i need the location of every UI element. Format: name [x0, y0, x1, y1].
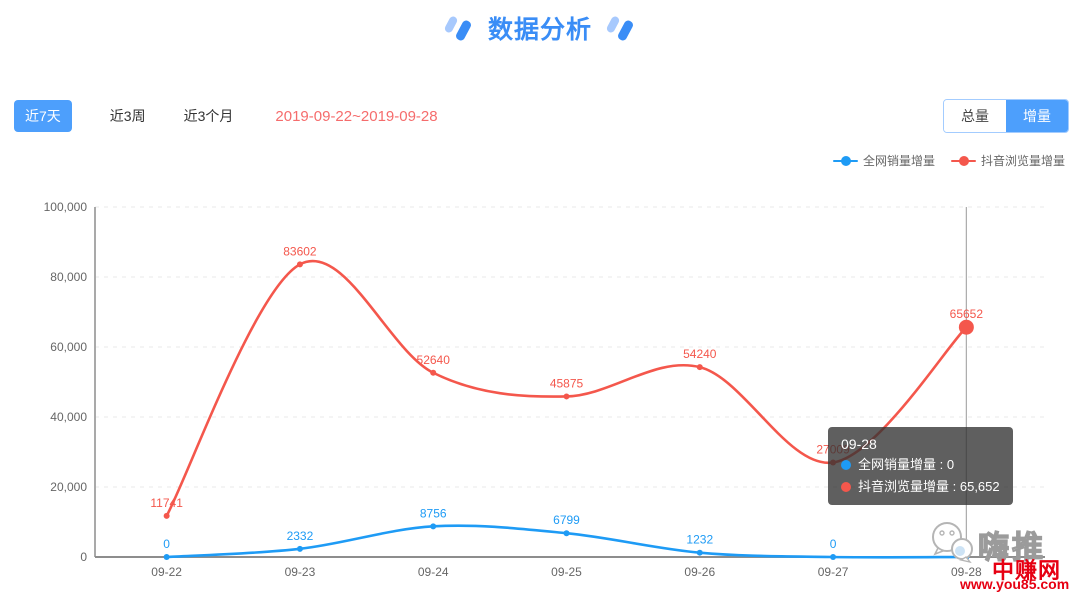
x-axis-tick-label: 09-24: [418, 565, 449, 579]
x-axis-tick-label: 09-25: [551, 565, 582, 579]
data-point-label: 27009: [816, 442, 850, 456]
x-axis-tick-label: 09-28: [951, 565, 982, 579]
data-point: [163, 554, 170, 560]
data-point: [830, 459, 837, 466]
page-title: 数据分析: [487, 16, 592, 44]
data-point: [296, 545, 303, 552]
data-point-label: 1232: [686, 533, 713, 547]
y-axis-tick-label: 60,000: [50, 340, 87, 354]
data-point: [430, 369, 437, 376]
data-point-label: 65652: [950, 307, 984, 321]
data-point-label: 0: [830, 537, 837, 551]
watermark-name: 嗨推: [977, 529, 1046, 565]
legend-label: 抖音浏览量增量: [980, 154, 1065, 168]
hovered-data-point: [958, 319, 974, 335]
toggle-increment-button[interactable]: 增量: [1006, 100, 1068, 132]
data-point-label: 54240: [683, 347, 717, 361]
y-axis-tick-label: 80,000: [50, 270, 87, 284]
data-point-label: 2332: [287, 529, 314, 543]
tab-last-3-weeks[interactable]: 近3周: [109, 108, 146, 124]
watermark: 嗨推 中赚网 www.you85.com: [926, 518, 1078, 592]
legend-label: 全网销量增量: [862, 154, 935, 168]
watermark-site: 中赚网: [992, 558, 1062, 583]
mode-toggle: 总量 增量: [943, 99, 1069, 133]
data-point-label: 8756: [420, 506, 447, 520]
data-point-label: 83602: [283, 244, 317, 258]
controls-bar: 近7天 近3周 近3个月 2019-09-22~2019-09-28 总量 增量: [14, 99, 1069, 133]
data-point: [296, 261, 303, 268]
x-axis-tick-label: 09-22: [151, 565, 182, 579]
data-point-label: 45875: [550, 376, 584, 390]
watermark-url: www.you85.com: [960, 576, 1070, 592]
toggle-total-button[interactable]: 总量: [944, 100, 1006, 132]
data-point: [163, 512, 170, 519]
data-point: [563, 530, 570, 537]
legend-marker-red-icon: [950, 155, 976, 166]
date-range-label: 2019-09-22~2019-09-28: [275, 107, 438, 125]
y-axis-tick-label: 100,000: [44, 200, 88, 214]
data-point: [830, 554, 837, 560]
y-axis-tick-label: 20,000: [50, 480, 87, 494]
tab-last-3-months[interactable]: 近3个月: [183, 108, 234, 124]
data-point: [696, 364, 703, 371]
page-header: 数据分析: [0, 6, 1080, 50]
data-point: [696, 549, 703, 556]
wechat-icon: [932, 522, 973, 564]
chart-legend: 全网销量增量 抖音浏览量增量: [832, 152, 1065, 169]
legend-item-douyin-views[interactable]: 抖音浏览量增量: [950, 152, 1065, 169]
legend-item-sales[interactable]: 全网销量增量: [832, 152, 935, 169]
data-point-label: 52640: [417, 353, 451, 367]
data-point-label: 11741: [150, 496, 183, 510]
data-point: [430, 523, 437, 530]
x-axis-tick-label: 09-27: [818, 565, 849, 579]
tab-last-7-days[interactable]: 近7天: [14, 100, 72, 132]
y-axis-tick-label: 0: [80, 550, 87, 564]
data-point-label: 0: [163, 537, 170, 551]
x-axis-tick-label: 09-26: [684, 565, 715, 579]
data-point-label: 6799: [553, 513, 580, 527]
legend-marker-blue-icon: [832, 155, 858, 166]
x-axis-tick-label: 09-23: [285, 565, 316, 579]
data-point: [563, 393, 570, 400]
y-axis-tick-label: 40,000: [50, 410, 87, 424]
